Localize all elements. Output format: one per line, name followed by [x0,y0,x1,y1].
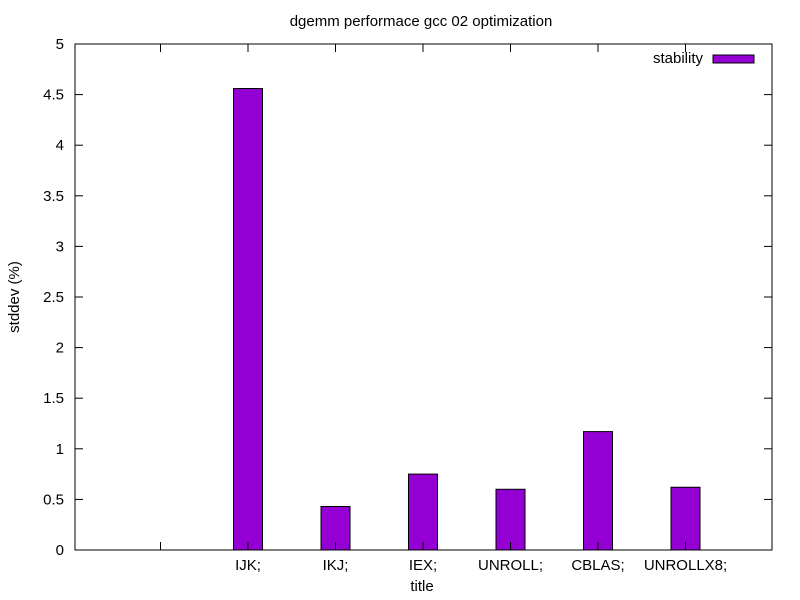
x-tick-label: IEX; [409,557,437,574]
y-tick-label: 5 [56,36,64,53]
y-tick-label: 2.5 [43,289,64,306]
bar-unrollx8 [670,486,701,551]
legend-label: stability [653,50,704,67]
y-tick-label: 4.5 [43,87,64,104]
legend-swatch [712,54,755,64]
y-tick-label: 2 [56,340,64,357]
x-axis-label: title [410,578,433,595]
x-tick-label: CBLAS; [571,557,624,574]
chart-title: dgemm performace gcc 02 optimization [290,13,553,30]
plot-frame [74,43,773,551]
bar-unroll [495,488,526,551]
y-tick-label: 0.5 [43,491,64,508]
x-tick-label: UNROLLX8; [644,557,727,574]
legend: stability [653,50,755,67]
bars-group [233,88,701,551]
y-tick-label: 1.5 [43,390,64,407]
axis-ticks-group: 0 0.5 1 1.5 2 2.5 3 3.5 4 4.5 5 IJK; IKJ; IEX; UNROLL;… [43,36,772,574]
y-axis-label: stddev (%) [6,261,23,333]
y-tick-label: 3.5 [43,188,64,205]
x-tick-label: UNROLL; [478,557,543,574]
x-tick-label: IKJ; [323,557,349,574]
bar-cblas [583,431,613,551]
y-tick-label: 1 [56,441,64,458]
bar-iex [408,473,438,551]
y-tick-label: 4 [56,137,64,154]
x-tick-label: IJK; [235,557,261,574]
bar-ijk [233,88,263,551]
y-tick-label: 3 [56,238,64,255]
y-tick-label: 0 [56,542,64,559]
